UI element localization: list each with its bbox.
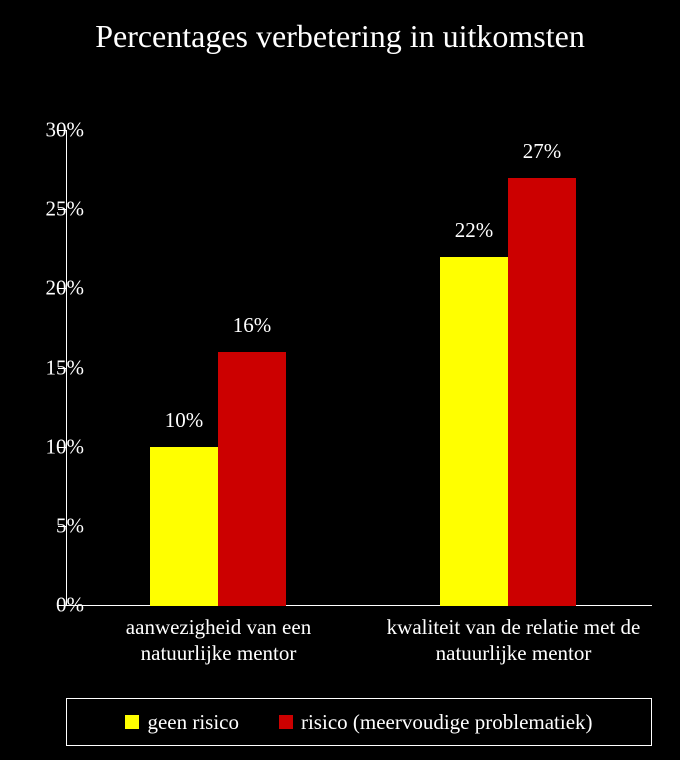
legend-swatch-icon [279,715,293,729]
legend-label: geen risico [147,710,239,735]
chart-title: Percentages verbetering in uitkomsten [0,18,680,55]
bar-geen-risico-1: 22% [440,257,508,606]
y-axis-label: 25% [46,197,85,222]
bar-risico-0: 16% [218,352,286,606]
x-category-label-1: kwaliteit van de relatie met de natuurli… [376,614,651,667]
y-axis-label: 20% [46,276,85,301]
legend-item-geen-risico: geen risico [125,710,239,735]
y-axis-label: 30% [46,118,85,143]
chart-container: Percentages verbetering in uitkomsten 10… [0,0,680,760]
legend-item-risico: risico (meervoudige problematiek) [279,710,593,735]
legend: geen risico risico (meervoudige problema… [66,698,652,746]
y-axis-label: 5% [56,514,84,539]
bar-geen-risico-0: 10% [150,447,218,606]
plot-area: 10% 16% 22% 27% aanwezigheid van een nat… [66,130,652,606]
legend-label: risico (meervoudige problematiek) [301,710,593,735]
bar-value-label: 16% [202,313,302,338]
x-category-label-0: aanwezigheid van een natuurlijke mentor [91,614,346,667]
y-axis-label: 0% [56,593,84,618]
y-axis-label: 15% [46,356,85,381]
bar-risico-1: 27% [508,178,576,606]
legend-swatch-icon [125,715,139,729]
bar-value-label: 27% [492,139,592,164]
y-axis-label: 10% [46,435,85,460]
